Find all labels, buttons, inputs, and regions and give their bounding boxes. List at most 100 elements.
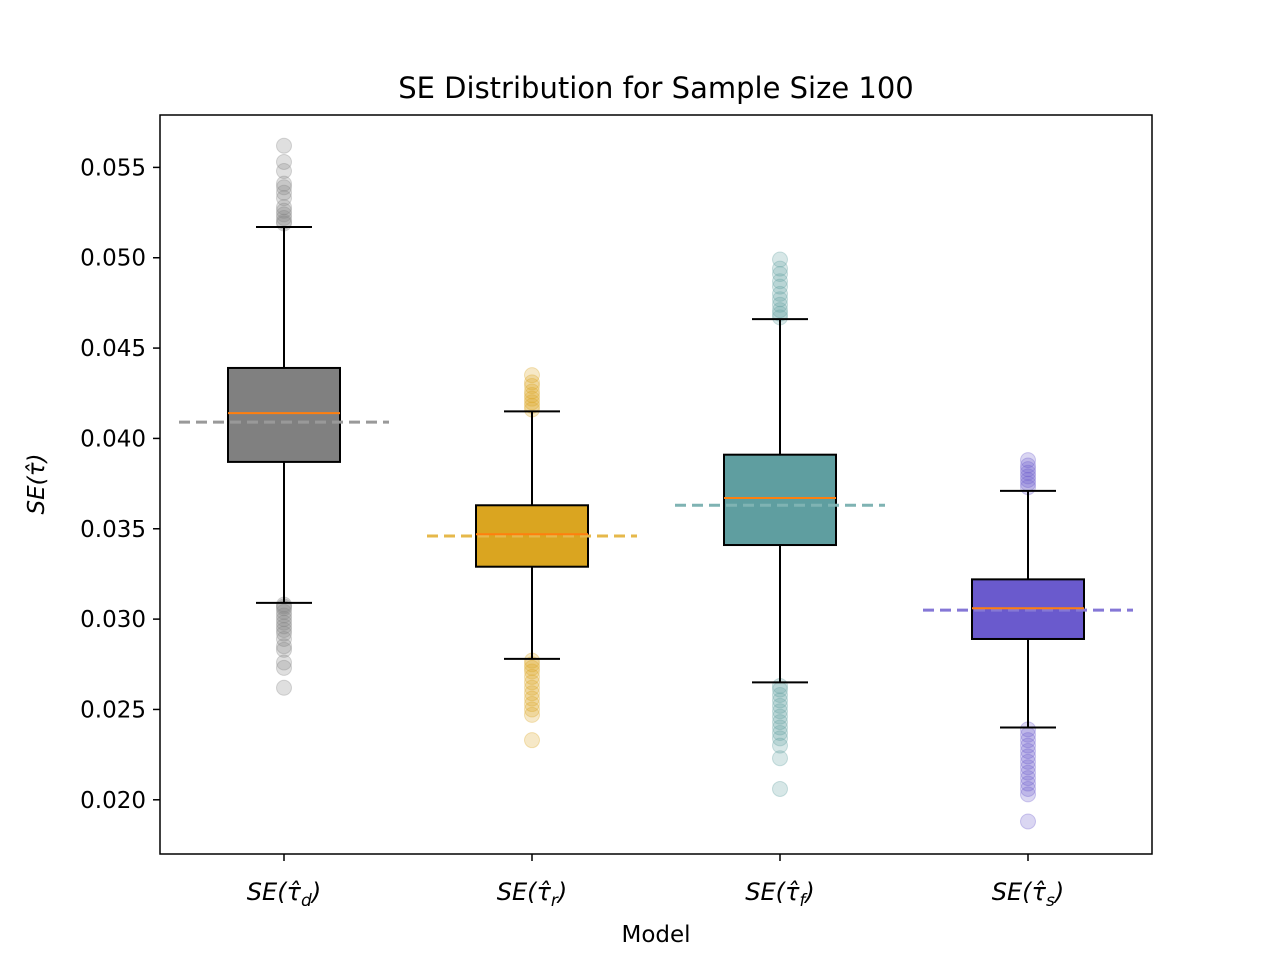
box-group-s [923, 452, 1133, 830]
outlier-point [1020, 471, 1036, 488]
box-group-d [179, 137, 389, 696]
outlier-point [276, 641, 292, 658]
y-tick-label: 0.030 [80, 607, 146, 633]
outlier-point [1020, 464, 1036, 481]
outlier-point [1020, 786, 1036, 803]
outlier-point [772, 273, 788, 290]
outlier-point [772, 708, 788, 725]
y-tick-label: 0.025 [80, 697, 146, 723]
box-group-r [427, 367, 637, 749]
outlier-point [276, 659, 292, 676]
y-tick-label: 0.055 [80, 155, 146, 181]
iqr-box [723, 453, 837, 547]
chart-title: SE Distribution for Sample Size 100 [398, 71, 914, 105]
y-tick-label: 0.040 [80, 426, 146, 452]
axes-frame [159, 114, 1153, 855]
outlier-point [1020, 775, 1036, 792]
outlier-point [276, 184, 292, 201]
outlier-point [524, 374, 540, 391]
outlier-point [1020, 732, 1036, 749]
y-tick-label: 0.035 [80, 517, 146, 543]
outlier-point [772, 278, 788, 295]
outlier-point [524, 378, 540, 395]
outlier-point [276, 199, 292, 216]
outlier-point [524, 696, 540, 713]
plot-area [179, 137, 1133, 830]
outlier-point [1020, 813, 1036, 830]
outlier-point [1020, 759, 1036, 776]
x-tick-label: SE(τ̂f) [745, 878, 815, 911]
outlier-point [524, 685, 540, 702]
outlier-point [772, 285, 788, 302]
outlier-point [524, 732, 540, 749]
outlier-point [276, 202, 292, 219]
y-tick-label: 0.050 [80, 246, 146, 272]
outlier-point [772, 719, 788, 736]
y-axis: 0.020 0.025 0.030 0.035 0.040 0.045 0.050 0.055 [80, 155, 160, 814]
outlier-point [276, 618, 292, 635]
outlier-point [276, 209, 292, 226]
outlier-point [524, 679, 540, 696]
outlier-point [772, 686, 788, 703]
outlier-point [524, 674, 540, 691]
outlier-point [1020, 770, 1036, 787]
box-group-f [675, 251, 885, 797]
outlier-point [1020, 743, 1036, 760]
outlier-point [1020, 764, 1036, 781]
outlier-point [276, 163, 292, 180]
outlier-point [276, 654, 292, 671]
outlier-point [524, 367, 540, 384]
outlier-point [772, 697, 788, 714]
outlier-point [276, 179, 292, 196]
outlier-point [276, 630, 292, 647]
outlier-point [524, 663, 540, 680]
outlier-point [524, 390, 540, 407]
outlier-point [1020, 780, 1036, 797]
outlier-point [772, 780, 788, 797]
x-axis-label: Model [621, 922, 690, 948]
outlier-point [276, 625, 292, 642]
outlier-point [276, 175, 292, 192]
y-tick-label: 0.045 [80, 336, 146, 362]
outlier-point [772, 724, 788, 741]
outlier-point [1020, 457, 1036, 474]
y-axis-label: SE(τ̂) [24, 454, 50, 515]
outlier-point [276, 153, 292, 170]
outlier-point [772, 302, 788, 319]
outlier-point [276, 603, 292, 620]
outlier-point [276, 611, 292, 628]
outlier-point [276, 206, 292, 223]
x-tick-label: SE(τ̂r) [497, 878, 568, 911]
outlier-point [772, 251, 788, 268]
outlier-point [524, 394, 540, 411]
outlier-point [524, 701, 540, 718]
outlier-point [1020, 468, 1036, 485]
outlier-point [276, 679, 292, 696]
outlier-point [772, 714, 788, 731]
outlier-point [1020, 452, 1036, 469]
outlier-point [276, 607, 292, 624]
y-tick-label: 0.020 [80, 788, 146, 814]
x-tick-label: SE(τ̂d) [247, 878, 321, 911]
outlier-point [772, 260, 788, 277]
outlier-point [772, 730, 788, 747]
outlier-point [1020, 748, 1036, 765]
outlier-point [772, 692, 788, 709]
outlier-point [772, 291, 788, 308]
outlier-point [772, 737, 788, 754]
outlier-point [276, 621, 292, 638]
outlier-point [524, 387, 540, 404]
outlier-point [1020, 461, 1036, 478]
outlier-point [276, 137, 292, 154]
outlier-point [524, 668, 540, 685]
outlier-point [772, 750, 788, 767]
outlier-point [524, 659, 540, 676]
outlier-point [524, 690, 540, 707]
outlier-point [276, 190, 292, 207]
outlier-point [772, 703, 788, 720]
outlier-point [524, 383, 540, 400]
x-axis: SE(τ̂d) SE(τ̂r) SE(τ̂f) SE(τ̂s) [247, 854, 1064, 911]
outlier-point [1020, 737, 1036, 754]
